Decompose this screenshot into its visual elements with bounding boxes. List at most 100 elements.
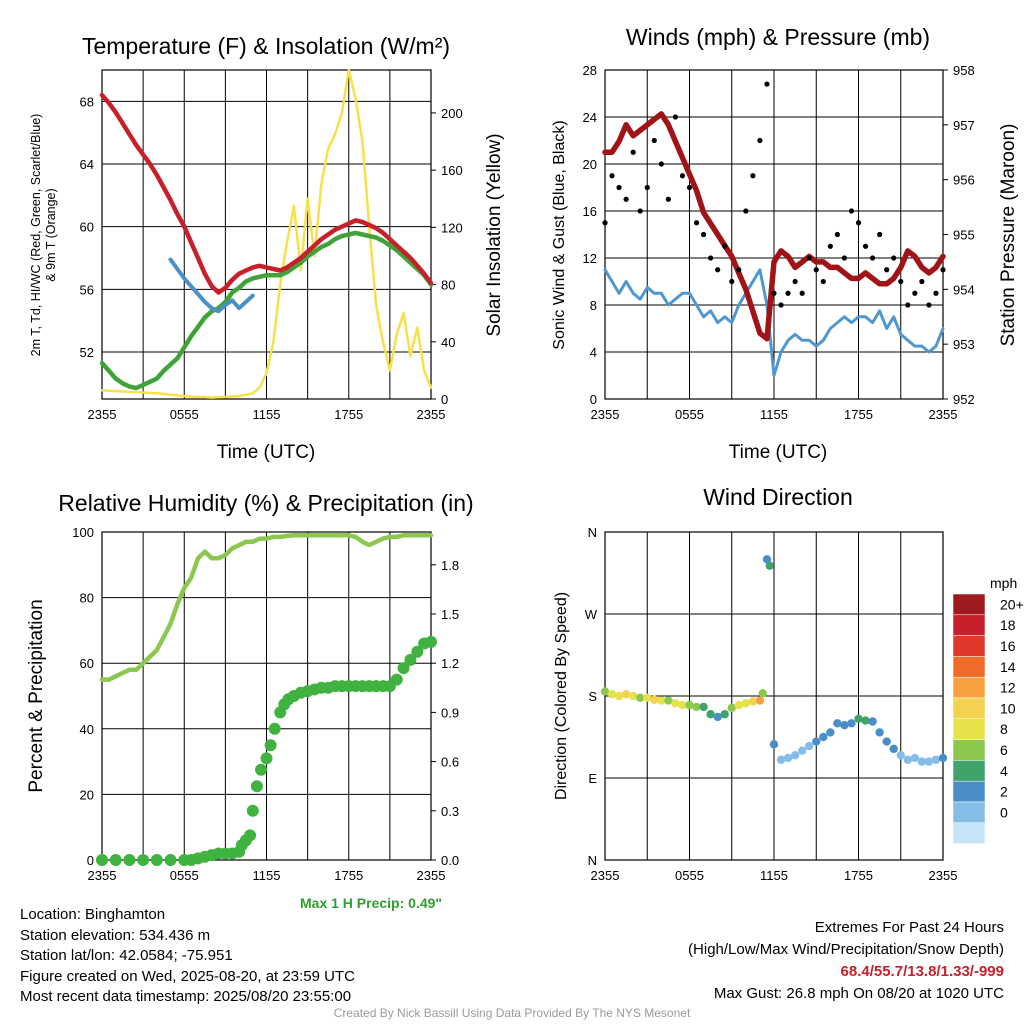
x-tick-label: 0555 (170, 407, 199, 422)
direction-point (790, 751, 800, 760)
precip-point (260, 752, 273, 765)
direction-point (727, 703, 736, 713)
direction-point (889, 744, 898, 754)
gust-point (827, 243, 833, 249)
y-tick-label: 0 (590, 392, 597, 407)
y-tick-label: 56 (80, 282, 94, 297)
gust-point (686, 184, 693, 191)
colorbar-label: 8 (1000, 721, 1008, 737)
direction-point (776, 755, 786, 764)
elevation-text: Station elevation: 534.436 m (20, 926, 211, 944)
gust-point (736, 267, 742, 273)
gust-point (679, 173, 686, 179)
y2-tick-label: 40 (441, 335, 455, 350)
gust-point (764, 81, 770, 87)
colorbar-label: 14 (1000, 659, 1016, 675)
y2-tick-label: 160 (441, 163, 463, 178)
gust-point (785, 290, 791, 296)
precip-point (150, 854, 163, 866)
direction-point (812, 737, 821, 746)
wind-y2label: Station Pressure (Maroon) (998, 124, 1019, 347)
direction-point (621, 689, 631, 699)
y2-tick-label: 1.2 (441, 656, 459, 671)
gust-point (940, 267, 946, 273)
gust-point (616, 184, 622, 191)
gust-point (665, 196, 671, 202)
y2-tick-label: 200 (441, 106, 463, 121)
gust-point (848, 208, 855, 214)
y-tick-label: 80 (80, 591, 94, 606)
direction-point (805, 741, 814, 751)
y-tick-label: 100 (72, 525, 94, 540)
gust-point (658, 161, 664, 167)
direction-point (755, 696, 765, 705)
direction-point (614, 691, 624, 701)
precip-point (411, 645, 424, 658)
dir-chart-title: Wind Direction (703, 484, 853, 510)
y-tick-label: 0 (87, 853, 94, 868)
x-tick-label: 0555 (675, 407, 704, 422)
x-tick-label: 1755 (334, 868, 363, 883)
created-text: Figure created on Wed, 2025-08-20, at 23… (20, 967, 355, 985)
colorbar-swatch (952, 822, 986, 844)
gust-point (778, 302, 784, 308)
colorbar-swatch (952, 676, 986, 699)
temp-ylabel-line1: 2m T, Td, HI/WC (Red, Green, Scarlet/Blu… (29, 114, 43, 357)
y-tick-label: 8 (590, 298, 597, 313)
temp-xlabel: Time (UTC) (217, 442, 316, 463)
colorbar-swatch (952, 801, 986, 824)
colorbar-label: 12 (1000, 680, 1016, 696)
gust-point (926, 302, 932, 308)
wind-xlabel: Time (UTC) (729, 442, 828, 463)
location-text: Location: Binghamton (20, 906, 166, 923)
direction-point (861, 716, 870, 725)
direction-point (671, 699, 680, 708)
y2-tick-label: 958 (953, 63, 975, 78)
direction-point (868, 717, 877, 726)
gust-point (919, 278, 925, 285)
precip-point (404, 653, 417, 666)
direction-point (882, 737, 891, 746)
gust-point (771, 290, 777, 296)
temperature-line (99, 92, 434, 295)
y-tick-label: 16 (583, 204, 597, 219)
colorbar-label: 2 (1000, 784, 1008, 800)
direction-point (706, 710, 715, 719)
gust-point (912, 290, 918, 296)
x-tick-label: 1155 (760, 407, 788, 422)
y-tick-label: 68 (80, 94, 94, 109)
direction-point (819, 732, 828, 742)
extremes-subtitle: (High/Low/Max Wind/Precipitation/Snow De… (688, 941, 1004, 958)
precip-point (246, 804, 259, 817)
direction-point (628, 691, 638, 701)
direction-point (783, 753, 793, 763)
direction-point (765, 561, 774, 570)
station-info: Location: Binghamton Station elevation: … (20, 905, 355, 1008)
temp-chart-title: Temperature (F) & Insolation (W/m²) (82, 33, 450, 59)
x-tick-label: 2355 (417, 868, 446, 883)
precip-point (255, 763, 268, 776)
panel-humidity: 2355 0555 1155 1755 23550204060801000.00.30.… (72, 525, 459, 883)
y2-tick-label: 952 (953, 392, 975, 407)
x-tick-label: 2355 (417, 407, 446, 422)
x-tick-label: 2355 (88, 407, 117, 422)
y-tick-label: N (588, 525, 597, 540)
gust-point (806, 255, 812, 261)
gust-point (841, 255, 848, 261)
plot-frame (604, 69, 944, 400)
y2-tick-label: 0.0 (441, 853, 459, 868)
heat-index-line (168, 257, 255, 314)
direction-point (664, 696, 673, 705)
precip-point (137, 854, 150, 866)
gust-point (869, 255, 876, 261)
gust-point (700, 231, 707, 238)
dir-ylabel: Direction (Colored By Speed) (553, 592, 570, 800)
direction-point (833, 719, 842, 728)
plot-frame (101, 69, 432, 400)
y2-tick-label: 953 (953, 337, 975, 352)
max-precip-label: Max 1 H Precip: 0.49" (300, 895, 443, 911)
y-tick-label: 60 (80, 656, 94, 671)
y-tick-label: 64 (80, 157, 94, 172)
colorbar-swatch (952, 780, 986, 803)
